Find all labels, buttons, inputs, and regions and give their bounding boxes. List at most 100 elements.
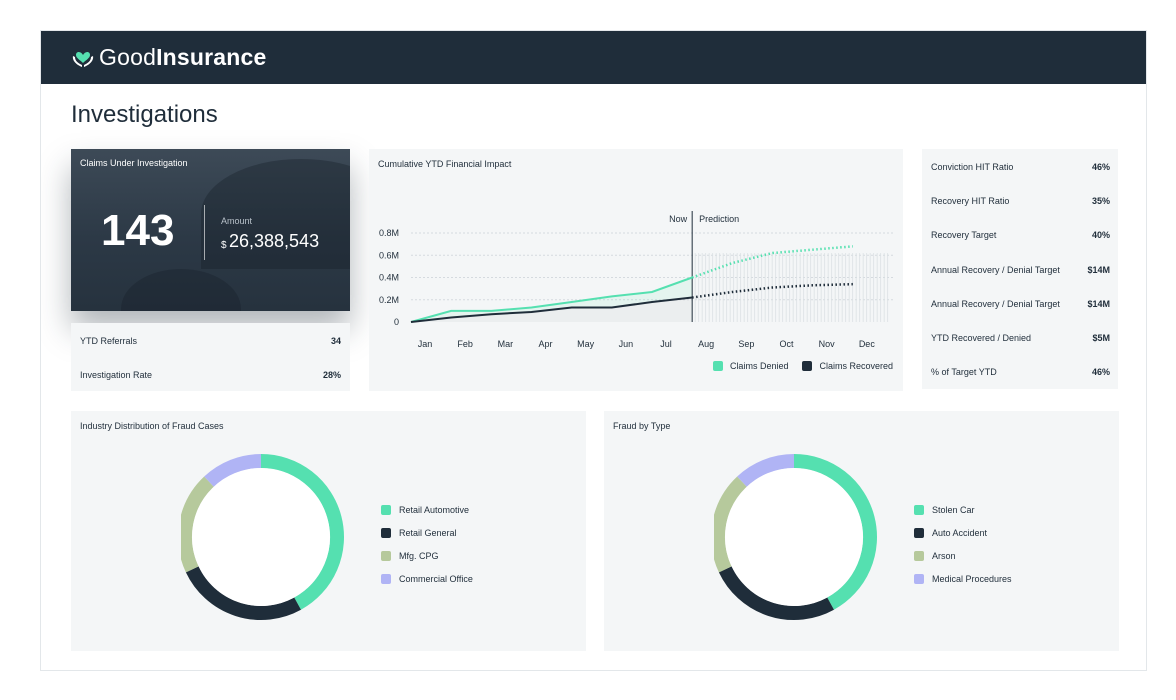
legend-swatch-recovered (802, 361, 813, 371)
legend-swatch (914, 527, 924, 538)
x-tick-label: Sep (738, 339, 754, 349)
stat-value: 28% (322, 370, 341, 380)
x-tick-label: Jan (418, 339, 433, 349)
fraud-by-type-card: Fraud by Type Stolen Car Auto Accident Ars… (604, 411, 1119, 651)
x-tick-label: Nov (819, 339, 836, 349)
donut-slice[interactable] (714, 476, 747, 573)
legend-label: Commercial Office (399, 573, 473, 584)
legend-label: Retail Automotive (399, 504, 470, 515)
donut-slice[interactable] (181, 476, 214, 573)
x-tick-label: Aug (698, 339, 714, 349)
legend-item[interactable]: Retail General (381, 521, 473, 544)
legend-label: Retail General (399, 527, 457, 538)
metric-value: $5M (1092, 333, 1110, 343)
legend-swatch (381, 550, 391, 561)
metric-label: YTD Recovered / Denied (931, 333, 1032, 343)
metric-label: % of Target YTD (931, 367, 997, 378)
metric-row: Annual Recovery / Denial Target $14M (931, 265, 1110, 275)
legend-item[interactable]: Stolen Car (914, 498, 1012, 521)
industry-donut-legend: Retail Automotive Retail General Mfg. CPG C… (381, 498, 473, 590)
now-label: Now (669, 214, 688, 224)
donut-hole (192, 468, 330, 606)
claims-amount-currency: $ (221, 240, 227, 251)
x-tick-label: Jul (660, 339, 672, 349)
y-tick-label: 0.4M (379, 273, 399, 283)
chart-legend: Claims Denied Claims Recovered (699, 361, 893, 371)
donut-slice[interactable] (260, 454, 344, 610)
metric-value: $14M (1087, 298, 1110, 309)
x-tick-label: Dec (859, 339, 876, 349)
fraud-by-type-title: Fraud by Type (613, 421, 671, 431)
industry-donut-chart[interactable] (181, 451, 381, 651)
claims-card-title: Claims Under Investigation (80, 158, 188, 168)
industry-distribution-title: Industry Distribution of Fraud Cases (80, 421, 224, 431)
brand-name-bold: Insurance (156, 44, 267, 70)
metric-value: 40% (1091, 230, 1110, 241)
referral-stats-card: YTD Referrals 34 Investigation Rate 28% (71, 323, 350, 391)
legend-item[interactable]: Medical Procedures (914, 567, 1012, 590)
claims-count: 143 (101, 206, 175, 255)
donut-slice[interactable] (737, 454, 795, 487)
metric-row: Recovery Target 40% (931, 230, 1110, 240)
claims-under-investigation-card[interactable]: Claims Under Investigation 143 Amount $ … (71, 149, 350, 311)
prediction-label: Prediction (699, 214, 739, 224)
background-umbrella-shape (201, 159, 350, 269)
legend-item[interactable]: Arson (914, 544, 1012, 567)
claims-amount-label: Amount (221, 216, 253, 226)
donut-slice[interactable] (204, 454, 262, 487)
legend-swatch-denied (712, 361, 723, 371)
metric-row: YTD Recovered / Denied $5M (931, 333, 1110, 343)
metric-row: Conviction HIT Ratio 46% (931, 162, 1110, 172)
claims-divider (204, 205, 205, 260)
metric-row: Recovery HIT Ratio 35% (931, 196, 1110, 206)
legend-item[interactable]: Mfg. CPG (381, 544, 473, 567)
donut-hole (725, 468, 863, 606)
x-tick-label: May (577, 339, 595, 349)
metric-value: 46% (1091, 162, 1110, 172)
metric-row: Annual Recovery / Denial Target $14M (931, 299, 1110, 309)
donut-slice[interactable] (185, 566, 301, 620)
metric-value: $14M (1087, 264, 1110, 275)
metrics-card: Conviction HIT Ratio 46% Recovery HIT Rati… (922, 149, 1118, 389)
legend-label: Mfg. CPG (399, 550, 439, 561)
claims-amount-value: 26,388,543 (229, 231, 320, 251)
metric-label: Annual Recovery / Denial Target (931, 298, 1060, 309)
financial-impact-chart-card: Cumulative YTD Financial Impact 0.8M 0.6M… (369, 149, 903, 391)
legend-swatch (381, 527, 391, 538)
stat-label: YTD Referrals (80, 336, 138, 346)
legend-swatch (914, 504, 924, 515)
fraud-type-donut-chart[interactable] (714, 451, 914, 651)
legend-swatch (914, 573, 924, 584)
legend-item-claims-recovered[interactable]: Claims Recovered (802, 361, 893, 371)
legend-item-claims-denied[interactable]: Claims Denied (712, 361, 788, 371)
series-line-actual[interactable] (410, 276, 693, 323)
legend-item[interactable]: Auto Accident (914, 521, 1012, 544)
y-tick-label: 0.6M (379, 250, 399, 260)
legend-label: Claims Recovered (819, 361, 893, 371)
metric-label: Recovery HIT Ratio (931, 196, 1010, 207)
donut-slice[interactable] (718, 566, 834, 620)
x-tick-label: Jun (619, 339, 634, 349)
background-figure-shape (121, 269, 241, 311)
metric-value: 35% (1091, 196, 1110, 207)
y-tick-label: 0 (394, 317, 399, 327)
x-tick-label: Oct (779, 339, 794, 349)
top-navbar: GoodInsurance (41, 31, 1146, 84)
metric-value: 46% (1091, 367, 1110, 378)
legend-item[interactable]: Retail Automotive (381, 498, 473, 521)
brand-logo-text[interactable]: GoodInsurance (99, 44, 267, 71)
metric-label: Annual Recovery / Denial Target (931, 264, 1060, 275)
legend-label: Stolen Car (932, 504, 975, 515)
stat-value: 34 (330, 336, 341, 346)
legend-swatch (381, 573, 391, 584)
legend-swatch (914, 550, 924, 561)
stat-row-investigation-rate: Investigation Rate 28% (80, 370, 341, 380)
legend-item[interactable]: Commercial Office (381, 567, 473, 590)
legend-label: Medical Procedures (932, 573, 1012, 584)
legend-label: Auto Accident (932, 527, 988, 538)
donut-slice[interactable] (793, 454, 877, 610)
legend-label: Arson (932, 550, 956, 561)
series-line-actual[interactable] (410, 296, 693, 323)
line-chart[interactable]: 0.8M 0.6M 0.4M 0.2M 0 Jan Feb Mar Apr May Jun Jul Au… (369, 149, 903, 391)
brand-name-light: Good (99, 44, 157, 70)
